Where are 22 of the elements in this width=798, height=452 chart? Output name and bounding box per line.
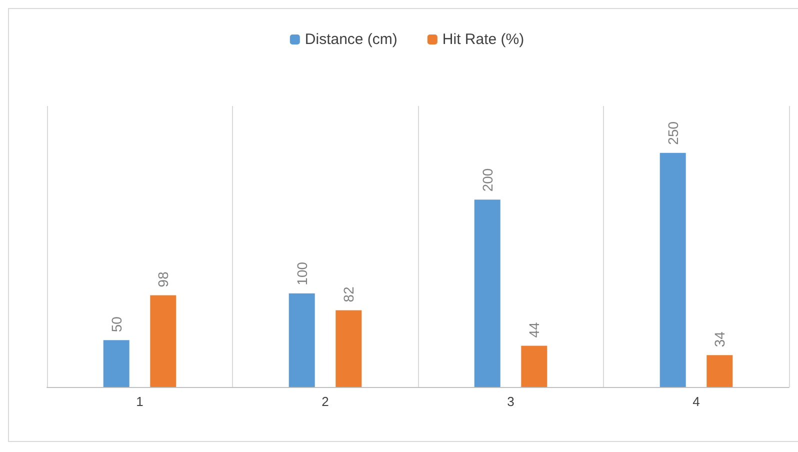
data-label: 100 [294, 262, 310, 286]
data-label: 200 [479, 168, 496, 192]
x-tick-label: 2 [322, 394, 329, 409]
bar [336, 310, 362, 387]
data-label: 82 [340, 286, 357, 302]
bar [150, 295, 176, 387]
bar [660, 152, 686, 387]
bar [474, 200, 500, 387]
x-tick-label: 3 [507, 394, 514, 409]
legend-label: Hit Rate (%) [442, 31, 524, 48]
bar [103, 340, 130, 387]
data-label: 34 [712, 331, 728, 348]
data-label: 250 [664, 121, 681, 145]
bar [706, 355, 733, 387]
x-tick-label: 1 [136, 394, 144, 409]
data-label: 98 [155, 271, 172, 288]
legend-label: Distance (cm) [304, 31, 398, 48]
bar [521, 346, 548, 387]
data-label: 50 [108, 316, 124, 332]
x-tick-label: 4 [692, 394, 700, 409]
bar [288, 293, 315, 387]
data-label: 44 [526, 322, 542, 338]
